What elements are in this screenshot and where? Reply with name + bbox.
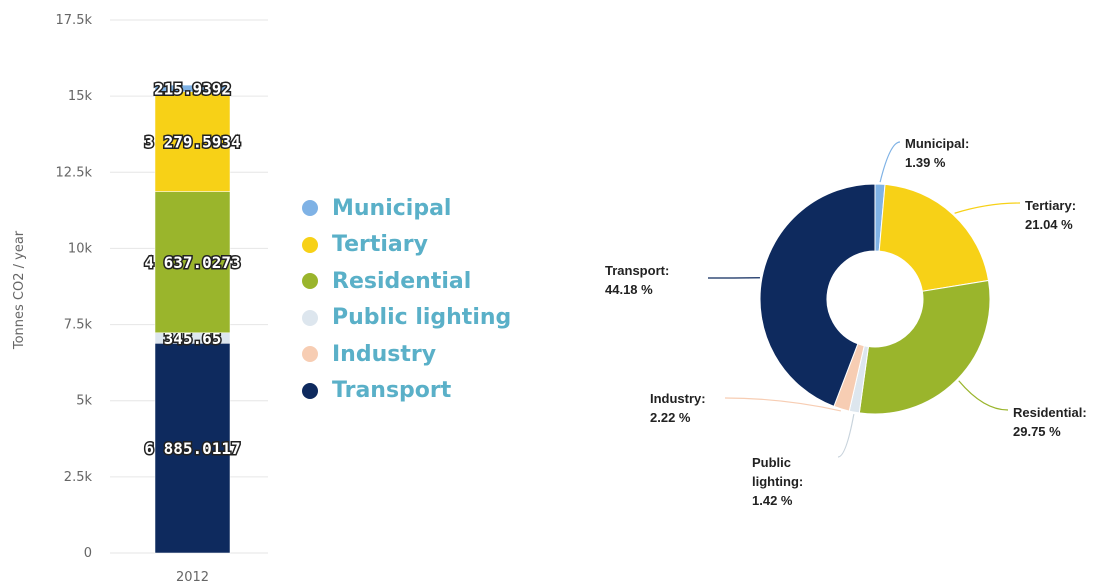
legend-item-transport[interactable]: Transport bbox=[302, 373, 511, 410]
donut-label-public-lighting: Public lighting: 1.42 % bbox=[752, 455, 803, 508]
connector-residential bbox=[958, 380, 1009, 411]
legend-label-industry: Industry bbox=[332, 341, 437, 367]
connector-tertiary bbox=[954, 202, 1021, 214]
bar-segment-transport[interactable] bbox=[154, 343, 231, 554]
legend-item-tertiary[interactable]: Tertiary bbox=[302, 227, 511, 264]
legend-marker-tertiary bbox=[302, 236, 318, 253]
donut-slice-transport[interactable] bbox=[759, 183, 876, 408]
bar-segment-municipal[interactable] bbox=[154, 84, 231, 92]
data-label-transport: 6 885.0117 bbox=[144, 439, 240, 458]
donut-slice-residential[interactable] bbox=[858, 279, 991, 415]
bar-segment-residential[interactable] bbox=[154, 191, 231, 334]
connector-industry bbox=[724, 397, 842, 412]
connector-public-lighting bbox=[837, 413, 855, 458]
donut-chart: Municipal: 1.39 % Tertiary: 21.04 % Resident… bbox=[605, 136, 1087, 508]
y-tick-label: 5k bbox=[76, 394, 92, 409]
donut-label-municipal: Municipal: 1.39 % bbox=[905, 136, 969, 170]
data-label-municipal: 215.9392 bbox=[154, 79, 231, 98]
legend-label-municipal: Municipal bbox=[332, 195, 452, 221]
connector-municipal bbox=[879, 141, 901, 183]
legend-item-public-lighting[interactable]: Public lighting bbox=[302, 300, 511, 337]
legend-marker-public-lighting bbox=[302, 309, 318, 326]
legend-item-industry[interactable]: Industry bbox=[302, 336, 511, 373]
data-label-residential: 4 637.0273 bbox=[144, 253, 240, 272]
legend-label-tertiary: Tertiary bbox=[332, 232, 428, 258]
legend-item-residential[interactable]: Residential bbox=[302, 263, 511, 300]
x-tick-label: 2012 bbox=[176, 570, 209, 585]
legend-marker-residential bbox=[302, 273, 318, 290]
legend-label-transport: Transport bbox=[332, 378, 452, 404]
y-tick-label: 17.5k bbox=[56, 13, 93, 28]
y-tick-label: 15k bbox=[68, 89, 93, 104]
legend-label-residential: Residential bbox=[332, 268, 472, 294]
bar-segment-tertiary[interactable] bbox=[154, 91, 231, 192]
donut-label-tertiary: Tertiary: 21.04 % bbox=[1025, 198, 1076, 232]
y-tick-label: 2.5k bbox=[64, 470, 93, 485]
y-tick-label: 12.5k bbox=[56, 165, 93, 180]
y-axis-title: Tonnes CO2 / year bbox=[12, 230, 27, 350]
legend-marker-municipal bbox=[302, 200, 318, 217]
y-tick-label: 10k bbox=[68, 241, 93, 256]
donut-label-transport: Transport: 44.18 % bbox=[605, 263, 669, 297]
y-tick-label: 7.5k bbox=[64, 318, 93, 333]
legend: Municipal Tertiary Residential Public li… bbox=[302, 190, 511, 409]
legend-label-public-lighting: Public lighting bbox=[332, 305, 512, 331]
donut-label-industry: Industry: 2.22 % bbox=[650, 391, 706, 425]
data-label-public-lighting: 345.65 bbox=[164, 329, 222, 348]
donut-label-residential: Residential: 29.75 % bbox=[1013, 405, 1087, 439]
y-tick-label: 0 bbox=[84, 546, 92, 561]
data-label-tertiary: 3 279.5934 bbox=[144, 133, 240, 152]
stacked-bar-chart: 0 2.5k 5k 7.5k 10k 12.5k 15k 17.5k Tonnes CO2 / … bbox=[12, 13, 268, 585]
legend-marker-transport bbox=[302, 382, 318, 399]
legend-marker-industry bbox=[302, 346, 318, 363]
donut-slice-tertiary[interactable] bbox=[878, 183, 990, 292]
legend-item-municipal[interactable]: Municipal bbox=[302, 190, 511, 227]
